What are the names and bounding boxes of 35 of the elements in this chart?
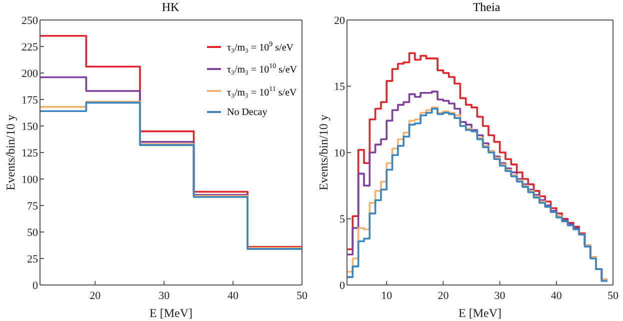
y-axis-title: Events/bin/10 y xyxy=(316,114,330,190)
x-axis-title: E [MeV] xyxy=(458,306,502,320)
y-tick-label: 250 xyxy=(22,14,38,27)
legend-label: τ₃/m₃ = 10$^{11}$ s/eV xyxy=(226,84,297,98)
legend-label: No Decay xyxy=(226,106,268,118)
y-tick-label: 0 xyxy=(340,280,346,292)
chart-title: HK xyxy=(160,0,180,16)
y-tick-label: 5 xyxy=(340,214,346,226)
y-tick-label: 175 xyxy=(22,94,38,106)
x-tick-label: 40 xyxy=(550,290,562,302)
x-tick-label: 20 xyxy=(438,290,450,302)
x-tick-label: 30 xyxy=(494,290,506,302)
y-tick-label: 15 xyxy=(334,81,346,94)
y-tick-label: 10 xyxy=(334,147,346,160)
legend-label: τ₃/m₃ = 10$^{9}$ s/eV xyxy=(226,40,294,54)
y-tick-label: 225 xyxy=(22,41,38,54)
x-tick-label: 50 xyxy=(296,290,308,302)
x-tick-label: 10 xyxy=(381,290,393,302)
y-tick-label: 0 xyxy=(32,280,38,292)
y-tick-label: 50 xyxy=(27,226,38,239)
x-tick-label: 20 xyxy=(90,290,102,302)
y-tick-label: 200 xyxy=(22,68,38,80)
x-tick-label: 30 xyxy=(158,290,170,302)
x-tick-label: 40 xyxy=(228,290,240,302)
y-tick-label: 125 xyxy=(22,147,38,160)
y-tick-label: 20 xyxy=(334,14,346,27)
x-tick-label: 50 xyxy=(608,290,619,302)
chart-title: Theia xyxy=(472,0,502,16)
y-tick-label: 25 xyxy=(27,253,38,266)
y-tick-label: 150 xyxy=(22,120,38,133)
y-axis-title: Events/bin/10 y xyxy=(3,114,18,190)
legend-label: τ₃/m₃ = 10$^{10}$ s/eV xyxy=(226,62,297,76)
y-tick-label: 75 xyxy=(27,200,38,212)
y-tick-label: 100 xyxy=(22,174,38,186)
x-axis-title: E [MeV] xyxy=(150,306,192,320)
